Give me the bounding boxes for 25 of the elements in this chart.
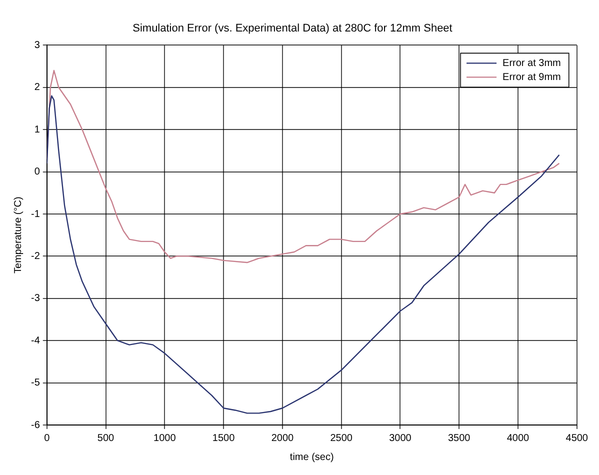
y-tick-label: 1 [34,124,40,136]
x-tick-label: 0 [44,432,50,444]
x-tick-label: 1000 [154,432,176,444]
x-tick-label: 2000 [271,432,294,444]
x-tick-label: 4000 [506,432,530,444]
x-tick-label: 3500 [448,432,471,444]
chart-title: Simulation Error (vs. Experimental Data) at 280C for 12mm Sheet [132,22,452,35]
y-tick-label: -1 [30,208,40,220]
x-tick-label: 4500 [566,432,588,444]
y-tick-label: -4 [30,335,40,346]
y-tick-label: 2 [34,82,40,94]
x-tick-label: 2500 [330,432,353,444]
x-axis-title: time (sec) [290,452,334,463]
x-tick-label: 3000 [389,432,412,444]
x-tick-label: 500 [97,432,115,444]
y-axis-title: Temperature (°C) [12,196,24,274]
legend-label: Error at 3mm [502,58,561,69]
legend-label: Error at 9mm [502,72,561,83]
y-tick-label: -3 [30,293,40,304]
y-tick-label: -2 [30,250,40,262]
x-tick-label: 1500 [212,432,236,444]
y-tick-label: 0 [34,166,40,178]
y-tick-label: -6 [30,420,40,431]
y-tick-label: 3 [34,40,40,51]
y-tick-label: -5 [30,378,40,389]
